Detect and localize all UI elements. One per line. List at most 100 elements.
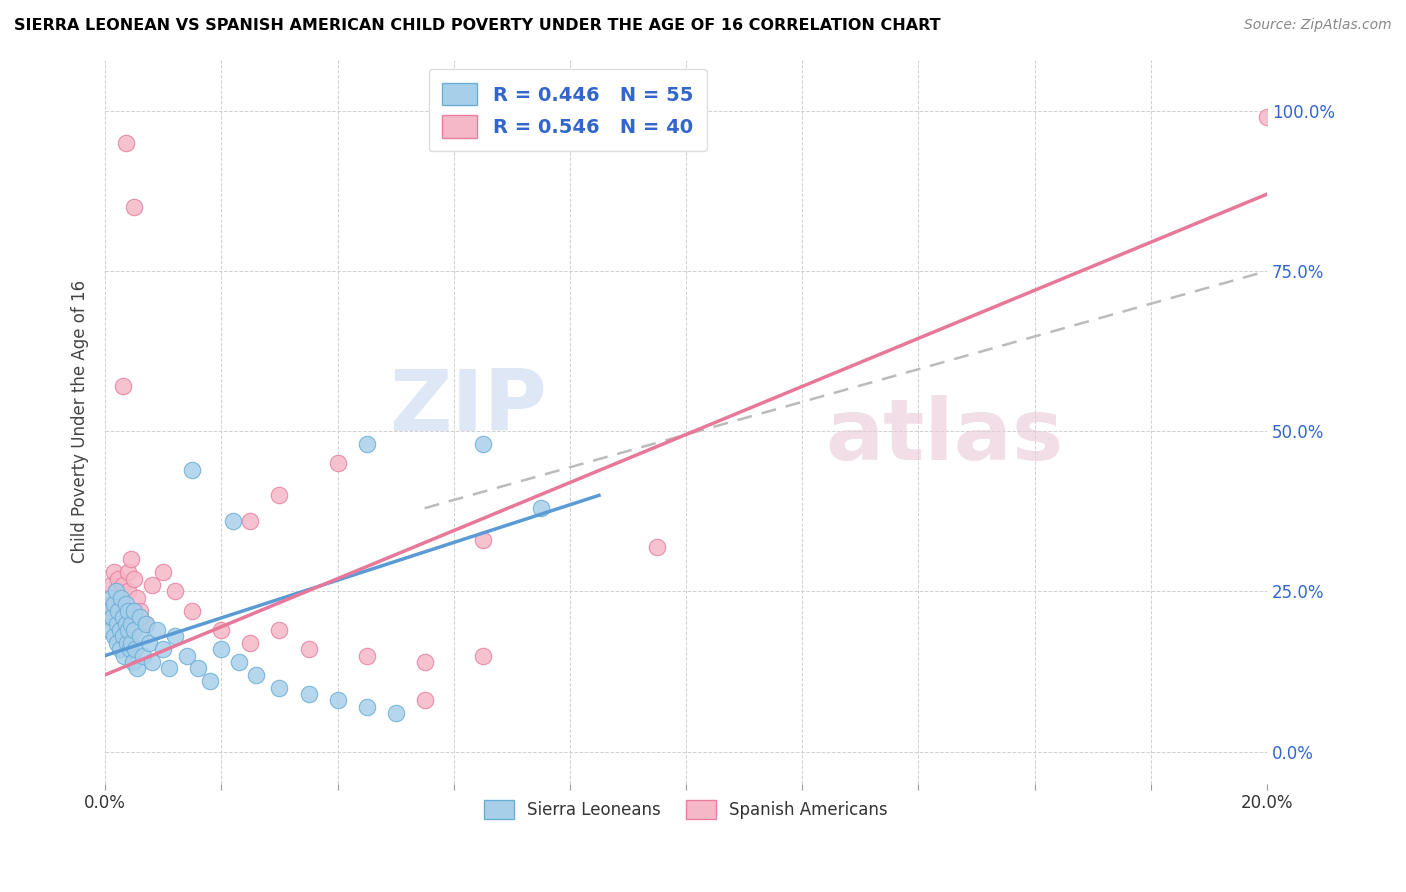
Point: [103, 566, 125, 580]
Point: [127, 661, 149, 675]
Point: [269, 488, 291, 502]
Point: [103, 597, 125, 611]
Point: [110, 591, 132, 605]
Point: [97, 610, 120, 624]
Point: [114, 597, 136, 611]
Point: [176, 648, 198, 663]
Point: [120, 552, 142, 566]
Point: [100, 578, 122, 592]
Point: [107, 604, 129, 618]
Point: [122, 200, 145, 214]
Point: [101, 610, 124, 624]
Point: [110, 610, 132, 624]
Legend: Sierra Leoneans, Spanish Americans: Sierra Leoneans, Spanish Americans: [478, 794, 894, 826]
Point: [181, 463, 204, 477]
Point: [114, 616, 136, 631]
Point: [107, 572, 129, 586]
Point: [104, 584, 127, 599]
Point: [384, 706, 406, 721]
Point: [100, 591, 122, 605]
Point: [413, 693, 436, 707]
Point: [132, 648, 155, 663]
Point: [157, 661, 180, 675]
Point: [117, 584, 139, 599]
Point: [127, 591, 149, 605]
Point: [141, 655, 163, 669]
Point: [146, 623, 169, 637]
Text: ZIP: ZIP: [389, 366, 547, 449]
Point: [222, 514, 245, 528]
Text: Source: ZipAtlas.com: Source: ZipAtlas.com: [1244, 18, 1392, 32]
Point: [135, 616, 157, 631]
Point: [111, 610, 134, 624]
Point: [117, 566, 139, 580]
Point: [129, 604, 152, 618]
Point: [356, 699, 378, 714]
Point: [326, 456, 349, 470]
Point: [141, 578, 163, 592]
Point: [111, 578, 134, 592]
Point: [297, 642, 319, 657]
Point: [111, 597, 134, 611]
Point: [245, 667, 267, 681]
Point: [530, 501, 553, 516]
Text: SIERRA LEONEAN VS SPANISH AMERICAN CHILD POVERTY UNDER THE AGE OF 16 CORRELATION: SIERRA LEONEAN VS SPANISH AMERICAN CHILD…: [14, 18, 941, 33]
Point: [326, 693, 349, 707]
Point: [105, 616, 128, 631]
Point: [105, 604, 128, 618]
Point: [112, 648, 135, 663]
Y-axis label: Child Poverty Under the Age of 16: Child Poverty Under the Age of 16: [72, 280, 89, 563]
Point: [124, 642, 146, 657]
Point: [129, 610, 152, 624]
Point: [269, 681, 291, 695]
Point: [122, 655, 145, 669]
Point: [163, 629, 186, 643]
Point: [1256, 110, 1278, 124]
Point: [239, 514, 262, 528]
Point: [471, 437, 494, 451]
Point: [471, 533, 494, 548]
Point: [181, 604, 204, 618]
Point: [356, 648, 378, 663]
Point: [101, 597, 124, 611]
Point: [645, 540, 668, 554]
Point: [163, 584, 186, 599]
Point: [129, 629, 152, 643]
Point: [114, 136, 136, 150]
Point: [135, 616, 157, 631]
Point: [103, 629, 125, 643]
Point: [152, 642, 174, 657]
Point: [97, 604, 120, 618]
Point: [111, 629, 134, 643]
Point: [98, 623, 121, 637]
Point: [104, 584, 127, 599]
Point: [120, 636, 142, 650]
Point: [122, 623, 145, 637]
Point: [120, 616, 142, 631]
Point: [122, 604, 145, 618]
Point: [108, 591, 131, 605]
Point: [187, 661, 209, 675]
Point: [356, 437, 378, 451]
Point: [138, 636, 160, 650]
Point: [471, 648, 494, 663]
Point: [122, 572, 145, 586]
Point: [117, 623, 139, 637]
Point: [117, 604, 139, 618]
Point: [152, 566, 174, 580]
Point: [117, 636, 139, 650]
Point: [413, 655, 436, 669]
Point: [105, 636, 128, 650]
Point: [114, 616, 136, 631]
Point: [239, 636, 262, 650]
Point: [209, 623, 232, 637]
Point: [108, 623, 131, 637]
Point: [118, 642, 141, 657]
Point: [269, 623, 291, 637]
Point: [209, 642, 232, 657]
Point: [228, 655, 250, 669]
Point: [108, 642, 131, 657]
Point: [198, 674, 221, 689]
Text: atlas: atlas: [825, 394, 1064, 477]
Point: [111, 379, 134, 393]
